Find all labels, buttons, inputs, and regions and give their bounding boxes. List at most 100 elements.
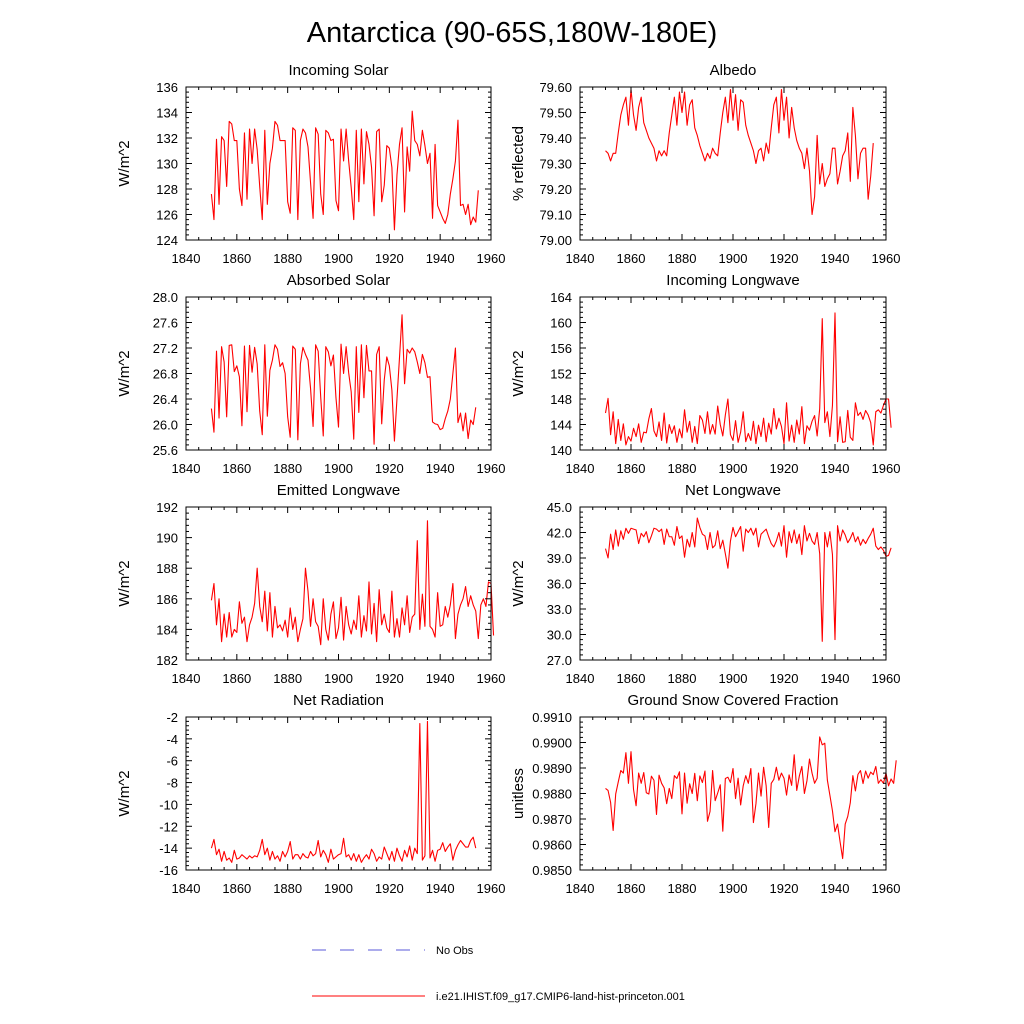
y-tick-label: 27.6 [153, 316, 178, 331]
y-tick-label: 0.9900 [532, 736, 572, 751]
x-tick-label: 1860 [617, 461, 646, 476]
y-tick-label: 184 [156, 622, 178, 637]
series-line [210, 520, 495, 646]
plot-frame [185, 86, 492, 241]
y-tick-label: 79.40 [539, 131, 572, 146]
panel-title: Absorbed Solar [287, 272, 390, 289]
y-tick-label: 190 [156, 531, 178, 546]
x-tick-label: 1880 [273, 881, 302, 896]
x-tick-label: 1840 [172, 461, 201, 476]
plot-frame [579, 296, 887, 451]
series-line [210, 110, 479, 231]
x-tick-label: 1880 [273, 671, 302, 686]
series-line [605, 736, 897, 860]
panel-title: Net Longwave [685, 482, 781, 499]
legend: No Obs i.e21.IHIST.f09_g17.CMIP6-land-hi… [312, 945, 685, 1003]
y-tick-label: 0.9880 [532, 787, 572, 802]
y-axis-label: W/m^2 [510, 560, 527, 606]
y-tick-label: 0.9910 [532, 710, 572, 725]
y-tick-label: 79.00 [539, 233, 572, 248]
y-tick-label: 0.9890 [532, 761, 572, 776]
x-tick-label: 1940 [426, 671, 455, 686]
y-tick-label: 42.0 [547, 526, 572, 541]
y-axis-label: W/m^2 [510, 350, 527, 396]
y-tick-label: 136 [156, 80, 178, 95]
chart-panel: 1840 1860 1880 1900 1920 1940 1960 27.0 30.0 33.0… [510, 482, 900, 686]
y-tick-label: 152 [550, 367, 572, 382]
x-tick-label: 1900 [719, 881, 748, 896]
x-tick-label: 1920 [770, 251, 799, 266]
chart-panel: 1840 1860 1880 1900 1920 1940 1960 140 144 148 152… [510, 272, 900, 476]
y-tick-label: 26.0 [153, 418, 178, 433]
x-tick-label: 1900 [324, 671, 353, 686]
x-tick-label: 1900 [719, 251, 748, 266]
y-tick-label: 130 [156, 157, 178, 172]
x-tick-label: 1960 [872, 671, 901, 686]
y-tick-label: 148 [550, 392, 572, 407]
y-tick-label: 79.50 [539, 106, 572, 121]
x-tick-label: 1900 [324, 461, 353, 476]
y-tick-label: 79.10 [539, 208, 572, 223]
x-tick-label: 1840 [172, 671, 201, 686]
x-tick-label: 1960 [477, 461, 506, 476]
figure-title: Antarctica (90-65S,180W-180E) [307, 17, 718, 49]
y-tick-label: 192 [156, 500, 178, 515]
x-tick-label: 1960 [872, 461, 901, 476]
y-tick-label: -10 [159, 797, 178, 812]
y-tick-label: 0.9850 [532, 863, 572, 878]
x-tick-label: 1900 [324, 881, 353, 896]
x-tick-label: 1860 [222, 881, 251, 896]
y-tick-label: 188 [156, 561, 178, 576]
y-tick-label: -4 [166, 732, 178, 747]
series-line [605, 89, 874, 216]
y-axis-label: W/m^2 [116, 350, 133, 396]
x-tick-label: 1900 [719, 461, 748, 476]
legend-model-label: i.e21.IHIST.f09_g17.CMIP6-land-hist-prin… [436, 991, 685, 1003]
y-tick-label: 0.9860 [532, 838, 572, 853]
y-tick-label: -14 [159, 841, 178, 856]
legend-obs-label: No Obs [436, 945, 474, 957]
y-axis-label: W/m^2 [116, 770, 133, 816]
plot-frame [579, 716, 887, 871]
series-line [210, 720, 477, 863]
x-tick-label: 1940 [821, 251, 850, 266]
y-tick-label: 132 [156, 131, 178, 146]
panel-title: Incoming Solar [288, 62, 388, 79]
x-tick-label: 1860 [222, 671, 251, 686]
y-tick-label: 28.0 [153, 290, 178, 305]
y-tick-label: 144 [550, 418, 572, 433]
y-tick-label: -12 [159, 819, 178, 834]
y-tick-label: 126 [156, 208, 178, 223]
x-tick-label: 1960 [477, 881, 506, 896]
y-axis-label: W/m^2 [116, 140, 133, 186]
chart-panel: 1840 1860 1880 1900 1920 1940 1960 -16 -14 -12 -10… [116, 692, 505, 896]
x-tick-label: 1840 [566, 671, 595, 686]
y-tick-label: 25.6 [153, 443, 178, 458]
x-tick-label: 1940 [821, 881, 850, 896]
x-tick-label: 1920 [770, 881, 799, 896]
y-tick-label: 156 [550, 341, 572, 356]
chart-panel: 1840 1860 1880 1900 1920 1940 1960 25.6 26.0 26.4… [116, 272, 505, 476]
y-axis-label: % reflected [510, 126, 527, 201]
y-tick-label: -16 [159, 863, 178, 878]
plot-frame [185, 716, 492, 871]
y-tick-label: 140 [550, 443, 572, 458]
y-tick-label: 27.2 [153, 341, 178, 356]
x-tick-label: 1920 [375, 881, 404, 896]
x-tick-label: 1900 [324, 251, 353, 266]
x-tick-label: 1880 [273, 461, 302, 476]
x-tick-label: 1840 [172, 251, 201, 266]
y-tick-label: 124 [156, 233, 178, 248]
y-tick-label: -6 [166, 754, 178, 769]
panel-title: Net Radiation [293, 692, 384, 709]
x-tick-label: 1880 [668, 251, 697, 266]
x-tick-label: 1840 [566, 251, 595, 266]
y-tick-label: 33.0 [547, 602, 572, 617]
y-tick-label: 26.8 [153, 367, 178, 382]
y-axis-label: unitless [510, 768, 527, 819]
x-tick-label: 1860 [222, 461, 251, 476]
chart-panel: 1840 1860 1880 1900 1920 1940 1960 79.00 79.10 79… [510, 62, 900, 266]
x-tick-label: 1920 [770, 671, 799, 686]
panel-title: Emitted Longwave [277, 482, 400, 499]
